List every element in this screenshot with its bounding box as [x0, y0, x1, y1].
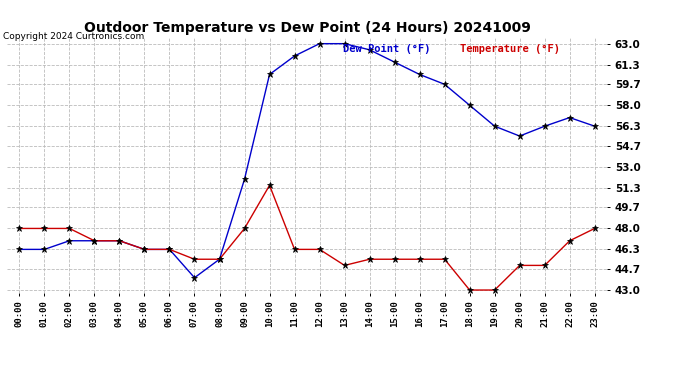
Text: Temperature (°F): Temperature (°F) [460, 44, 560, 54]
Text: Dew Point (°F): Dew Point (°F) [343, 44, 431, 54]
Text: Copyright 2024 Curtronics.com: Copyright 2024 Curtronics.com [3, 32, 145, 41]
Title: Outdoor Temperature vs Dew Point (24 Hours) 20241009: Outdoor Temperature vs Dew Point (24 Hou… [83, 21, 531, 35]
